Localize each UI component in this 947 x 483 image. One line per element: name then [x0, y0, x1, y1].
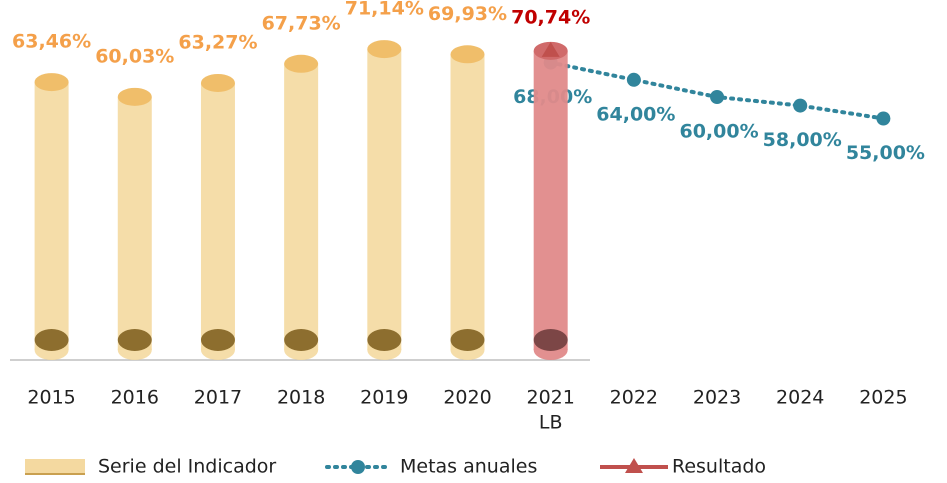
x-tick-label: 2021: [527, 387, 575, 409]
value-label: 63,46%: [12, 31, 91, 53]
cylinder: [284, 54, 319, 360]
cylinder-part: [533, 329, 568, 351]
legend-label: Resultado: [672, 456, 766, 478]
marker: [793, 98, 808, 113]
legend-label: Metas anuales: [400, 456, 537, 478]
cylinder: [450, 45, 485, 360]
value-label: 64,00%: [596, 103, 675, 125]
marker: [876, 111, 891, 126]
cylinder-part: [450, 54, 485, 351]
marker: [541, 41, 560, 57]
cylinder-part: [533, 50, 568, 351]
cylinder-part: [284, 329, 319, 351]
cylinder-part: [284, 54, 319, 73]
cylinder-part: [284, 63, 319, 351]
value-label: 60,03%: [95, 45, 174, 67]
cylinder-part: [367, 329, 402, 351]
cylinder-part: [117, 329, 152, 351]
x-tick-label: 2017: [194, 387, 242, 409]
cylinder-part: [200, 82, 235, 351]
cylinder-part: [117, 96, 152, 350]
x-tick-label: 2020: [443, 387, 491, 409]
value-label: 60,00%: [679, 121, 758, 143]
value-label: 71,14%: [345, 0, 424, 20]
x-tick-label: 2015: [27, 387, 75, 409]
x-tick-label: 2016: [111, 387, 159, 409]
value-label: 67,73%: [262, 12, 341, 34]
cylinder-part: [367, 40, 402, 59]
x-tick-label: 2019: [360, 387, 408, 409]
cylinder: [200, 73, 235, 360]
x-tick-label: 2023: [693, 387, 741, 409]
x-tick-label: 2018: [277, 387, 325, 409]
legend-label: Serie del Indicador: [98, 456, 276, 478]
cylinder: [34, 73, 69, 360]
cylinder-part: [450, 329, 485, 351]
cylinder-part: [367, 49, 402, 351]
x-tick-label: 2025: [859, 387, 907, 409]
value-label: 55,00%: [846, 142, 925, 164]
value-label: 70,74%: [511, 6, 590, 28]
cylinder: [367, 40, 402, 360]
cylinder-part: [34, 73, 69, 92]
legend-swatch: [625, 458, 643, 473]
cylinder-part: [200, 329, 235, 351]
x-sublabel: LB: [539, 412, 563, 434]
cylinder-part: [450, 45, 485, 64]
cylinder-part: [34, 329, 69, 351]
x-tick-label: 2024: [776, 387, 824, 409]
marker: [626, 72, 641, 87]
value-label: 58,00%: [763, 129, 842, 151]
marker: [710, 90, 725, 104]
cylinder-part: [34, 82, 69, 350]
cylinder: [533, 41, 568, 360]
cylinder-part: [117, 87, 152, 106]
x-tick-label: 2022: [610, 387, 658, 409]
cylinder: [117, 87, 152, 360]
value-label: 63,27%: [178, 31, 257, 53]
cylinder-part: [200, 73, 235, 92]
legend-swatch: [351, 460, 365, 474]
legend-swatch: [25, 459, 85, 475]
value-label: 69,93%: [428, 3, 507, 25]
